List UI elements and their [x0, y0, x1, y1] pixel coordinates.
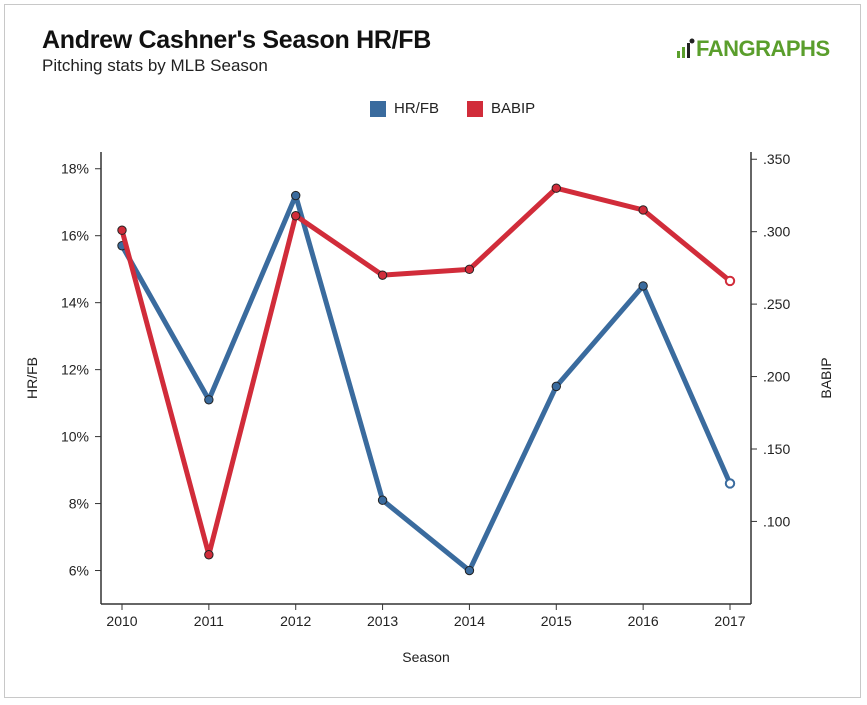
legend-swatch-babip — [467, 100, 483, 117]
y-right-tick-label: .150 — [763, 441, 790, 457]
fangraphs-logo-text: FANGRAPHS — [696, 36, 830, 61]
x-tick-label: 2017 — [714, 613, 745, 629]
x-tick-label: 2014 — [454, 613, 485, 629]
legend-swatch-hrfb — [370, 100, 386, 117]
series-line-babip — [119, 185, 733, 558]
data-point-hrfb — [291, 190, 301, 201]
legend-label-hrfb: HR/FB — [394, 100, 439, 117]
y-right-axis-title: BABIP — [818, 357, 834, 398]
x-tick-label: 2016 — [628, 613, 659, 629]
data-point-babip — [464, 264, 475, 275]
series-line-hrfb — [119, 193, 733, 574]
y-left-tick-label: 6% — [69, 563, 89, 579]
x-tick-label: 2015 — [541, 613, 572, 629]
data-point-babip — [117, 225, 127, 235]
y-right-tick-label: .350 — [763, 151, 790, 167]
x-axis-title: Season — [402, 649, 449, 665]
y-left-tick-label: 10% — [61, 429, 89, 445]
y-left-tick-label: 14% — [61, 295, 89, 311]
chart-title: Andrew Cashner's Season HR/FB — [42, 26, 432, 54]
chart-legend: HR/FB BABIP — [370, 100, 535, 117]
x-tick-label: 2011 — [194, 613, 224, 629]
y-left-axis-title: HR/FB — [24, 357, 40, 399]
chart-frame — [4, 4, 861, 698]
y-right-tick-label: .200 — [763, 369, 790, 385]
y-left-tick-label: 16% — [61, 228, 89, 244]
data-point-hrfb — [724, 478, 736, 489]
x-tick-label: 2012 — [280, 613, 311, 629]
data-point-hrfb — [464, 565, 475, 576]
data-point-babip — [377, 270, 388, 280]
fangraphs-logo[interactable]: FANGRAPHS — [676, 36, 830, 62]
y-left-tick-label: 12% — [61, 362, 89, 378]
data-point-babip — [204, 550, 214, 560]
data-point-babip — [724, 275, 736, 287]
data-point-hrfb — [377, 495, 388, 505]
data-point-hrfb — [551, 381, 561, 392]
y-right-tick-label: .300 — [763, 224, 790, 240]
data-point-hrfb — [638, 281, 648, 291]
x-tick-label: 2010 — [106, 613, 137, 629]
y-left-tick-label: 8% — [69, 496, 89, 512]
y-left-tick-label: 18% — [61, 161, 89, 177]
legend-label-babip: BABIP — [491, 100, 536, 117]
data-point-hrfb — [204, 395, 214, 405]
fangraphs-logo-icon — [676, 37, 696, 59]
chart-subtitle: Pitching stats by MLB Season — [42, 56, 268, 75]
legend-item-hrfb[interactable]: HR/FB — [370, 100, 439, 117]
y-right-tick-label: .100 — [763, 513, 790, 529]
data-point-babip — [291, 211, 301, 221]
legend-item-babip[interactable]: BABIP — [467, 100, 535, 117]
x-tick-label: 2013 — [367, 613, 398, 629]
y-right-tick-label: .250 — [763, 296, 790, 312]
data-point-babip — [551, 183, 561, 193]
data-point-babip — [638, 205, 648, 215]
